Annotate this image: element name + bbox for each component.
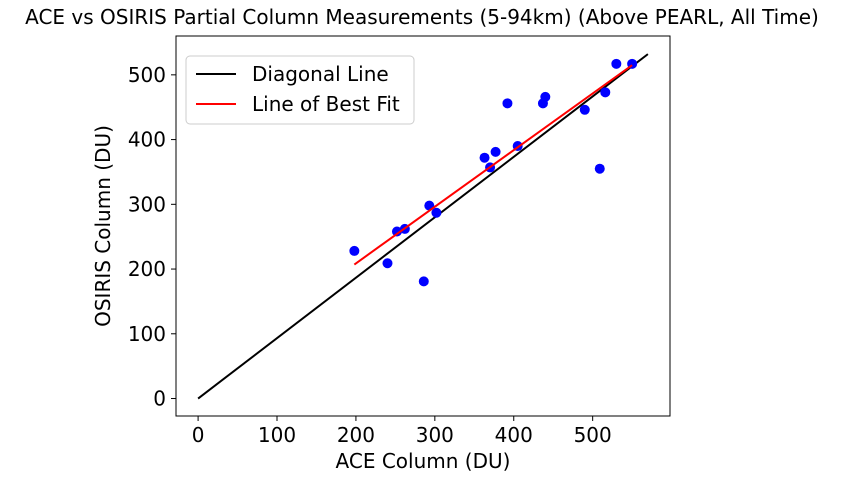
x-tick-label: 100 bbox=[258, 423, 296, 447]
y-axis-ticks: 0 100 200 300 400 500 bbox=[128, 63, 176, 411]
x-tick-label: 400 bbox=[495, 423, 533, 447]
plot-area bbox=[197, 53, 649, 400]
legend: Diagonal Line Line of Best Fit bbox=[185, 55, 415, 125]
x-tick-label: 300 bbox=[416, 423, 454, 447]
scatter-point bbox=[540, 91, 551, 102]
scatter-point bbox=[349, 245, 360, 256]
y-tick-label: 0 bbox=[153, 387, 166, 411]
scatter-point bbox=[600, 87, 611, 98]
x-tick-label: 0 bbox=[192, 423, 205, 447]
y-tick-label: 300 bbox=[128, 192, 166, 216]
y-axis-label: OSIRIS Column (DU) bbox=[91, 125, 115, 327]
series-line-1 bbox=[353, 64, 633, 266]
x-axis-label: ACE Column (DU) bbox=[336, 449, 511, 473]
scatter-point bbox=[431, 207, 442, 218]
y-tick-label: 100 bbox=[128, 322, 166, 346]
scatter-point bbox=[579, 104, 590, 115]
scatter-point bbox=[418, 276, 429, 287]
scatter-point bbox=[594, 163, 605, 174]
x-tick-label: 500 bbox=[574, 423, 612, 447]
x-axis-ticks: 0 100 200 300 400 500 bbox=[192, 416, 612, 447]
legend-label-best-fit: Line of Best Fit bbox=[252, 92, 400, 116]
y-tick-label: 500 bbox=[128, 63, 166, 87]
scatter-point bbox=[382, 258, 393, 269]
scatter-point bbox=[490, 146, 501, 157]
legend-label-diagonal: Diagonal Line bbox=[252, 62, 389, 86]
x-tick-label: 200 bbox=[337, 423, 375, 447]
legend-box bbox=[185, 55, 415, 125]
plot-frame bbox=[175, 35, 671, 417]
y-tick-label: 200 bbox=[128, 257, 166, 281]
scatter-point bbox=[611, 58, 622, 69]
series-line-0 bbox=[197, 53, 649, 400]
chart-title: ACE vs OSIRIS Partial Column Measurement… bbox=[25, 5, 819, 29]
scatter-point bbox=[502, 98, 513, 109]
scatter-point bbox=[391, 226, 402, 237]
y-tick-label: 400 bbox=[128, 128, 166, 152]
scatter-point bbox=[479, 152, 490, 163]
